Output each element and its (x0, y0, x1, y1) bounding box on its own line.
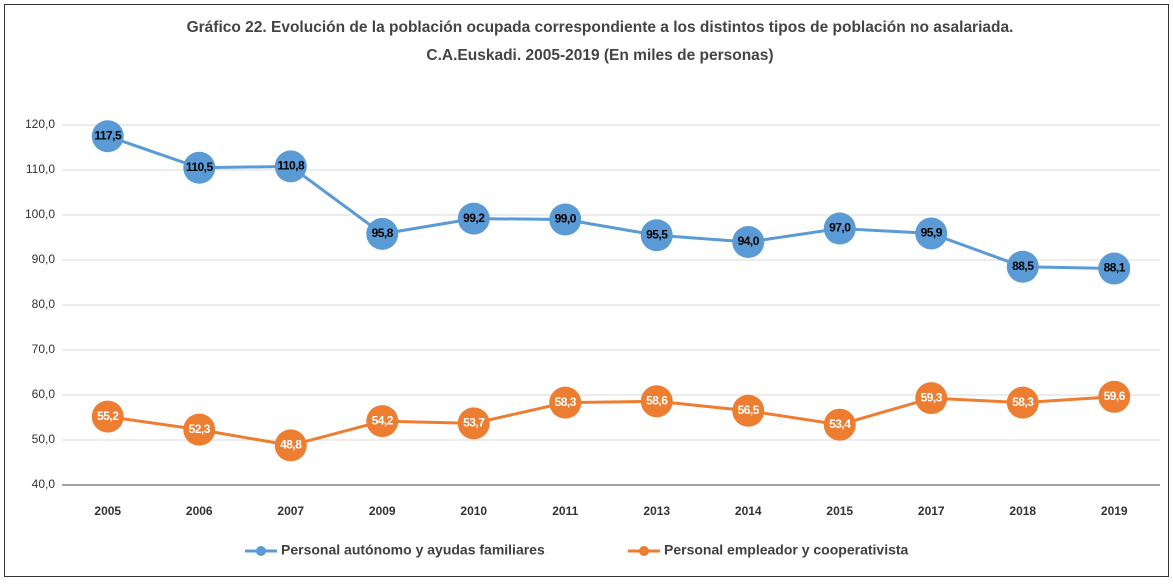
x-tick-label: 2018 (1009, 504, 1036, 518)
marker (366, 405, 399, 438)
marker (732, 226, 765, 258)
data-label: 117,5 (94, 128, 122, 142)
data-label: 52,3 (189, 422, 211, 436)
marker (1006, 386, 1039, 419)
marker (640, 385, 673, 418)
x-tick-label: 2017 (918, 504, 945, 518)
y-tick-label: 110,0 (26, 162, 55, 176)
data-label: 56,5 (738, 403, 760, 417)
marker (915, 382, 948, 415)
data-label: 95,8 (372, 226, 394, 240)
data-label: 88,5 (1012, 259, 1034, 273)
marker (823, 212, 856, 245)
legend-marker (256, 546, 266, 556)
x-tick-label: 2015 (826, 504, 853, 518)
data-label: 95,5 (646, 227, 668, 241)
data-label: 94,0 (738, 234, 760, 248)
marker (823, 408, 856, 441)
legend-marker (639, 546, 649, 556)
data-label: 95,9 (921, 226, 943, 240)
data-label: 59,6 (1104, 389, 1126, 403)
data-label: 53,4 (829, 417, 851, 431)
marker (183, 413, 216, 446)
data-label: 59,3 (921, 390, 943, 404)
data-label: 58,6 (646, 393, 668, 407)
x-tick-label: 2013 (643, 504, 670, 518)
marker (549, 203, 582, 236)
marker (915, 217, 948, 250)
y-tick-label: 40,0 (32, 477, 56, 491)
y-tick-label: 60,0 (32, 387, 56, 401)
x-tick-label: 2006 (186, 504, 213, 518)
data-label: 58,3 (1012, 395, 1034, 409)
marker (91, 400, 124, 433)
y-tick-label: 80,0 (32, 297, 56, 311)
marker (1098, 252, 1131, 285)
data-label: 88,1 (1104, 261, 1126, 275)
data-label: 55,2 (97, 409, 119, 423)
marker (640, 219, 673, 252)
x-tick-label: 2005 (94, 504, 121, 518)
data-label: 110,5 (186, 160, 214, 174)
x-tick-label: 2007 (277, 504, 304, 518)
y-tick-label: 100,0 (25, 207, 55, 221)
y-tick-label: 120,0 (25, 117, 55, 131)
x-tick-label: 2011 (552, 504, 578, 518)
marker (274, 150, 307, 183)
data-label: 99,2 (463, 211, 485, 225)
marker (732, 394, 765, 427)
data-label: 48,8 (280, 438, 302, 452)
marker (549, 386, 582, 419)
data-label: 110,8 (277, 159, 305, 173)
x-tick-label: 2009 (369, 504, 396, 518)
legend-label: Personal autónomo y ayudas familiares (281, 542, 545, 558)
marker (1098, 380, 1131, 413)
marker (457, 202, 490, 235)
y-tick-label: 70,0 (32, 342, 56, 356)
marker (366, 217, 399, 250)
data-label: 99,0 (555, 212, 577, 226)
y-tick-label: 50,0 (32, 432, 56, 446)
data-label: 97,0 (829, 221, 851, 235)
marker (91, 120, 124, 153)
chart-title: Gráfico 22. Evolución de la población oc… (187, 19, 1014, 36)
x-tick-label: 2010 (460, 504, 487, 518)
marker (183, 151, 216, 184)
marker (1006, 250, 1039, 283)
legend-label: Personal empleador y cooperativista (664, 542, 909, 558)
x-tick-label: 2014 (735, 504, 762, 518)
data-label: 58,3 (555, 395, 577, 409)
x-tick-label: 2019 (1101, 504, 1128, 518)
chart-title: C.A.Euskadi. 2005-2019 (En miles de pers… (426, 47, 773, 64)
data-label: 53,7 (463, 416, 485, 430)
marker (274, 429, 307, 462)
marker (457, 407, 490, 440)
y-tick-label: 90,0 (32, 252, 56, 266)
chart-border (4, 4, 1169, 577)
data-label: 54,2 (372, 413, 394, 427)
